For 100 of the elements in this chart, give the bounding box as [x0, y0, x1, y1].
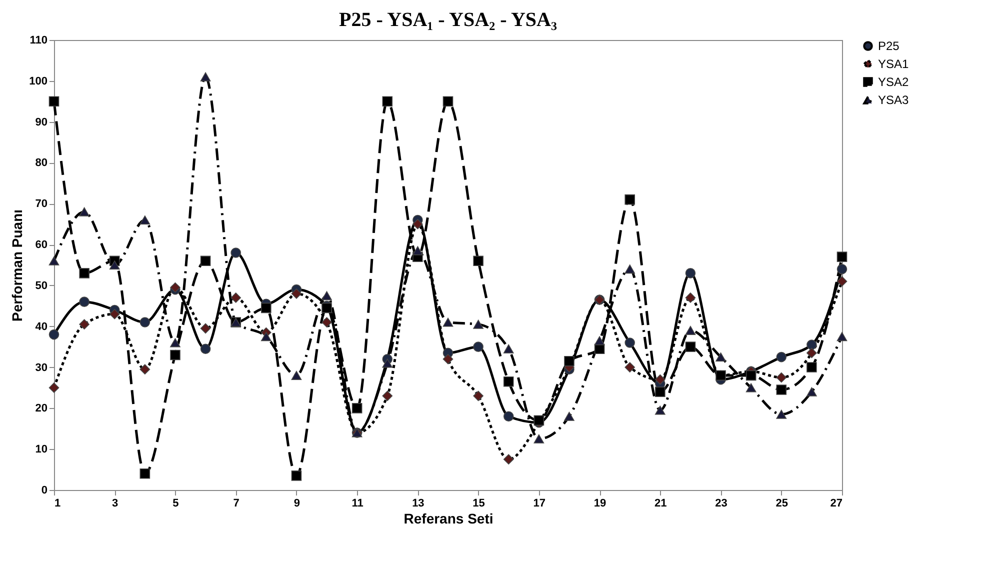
point	[352, 403, 362, 414]
chart-title: P25 - YSA₁ - YSA₂ - YSA₃	[339, 9, 557, 31]
legend-label: P25	[878, 39, 900, 53]
x-tick-label: 21	[654, 498, 667, 510]
point	[200, 344, 211, 354]
x-tick-label: 23	[715, 498, 728, 510]
point	[140, 317, 150, 328]
x-tick-label: 15	[472, 498, 485, 510]
x-tick-label: 3	[112, 498, 118, 510]
point	[806, 362, 817, 372]
y-tick-label: 50	[35, 280, 48, 292]
point	[503, 411, 514, 422]
point	[382, 358, 393, 368]
legend-label: YSA2	[878, 75, 910, 89]
point	[200, 256, 211, 266]
x-tick-label: 27	[830, 498, 842, 510]
point	[503, 344, 514, 354]
y-tick-label: 40	[35, 320, 48, 333]
point	[806, 340, 817, 350]
point	[503, 454, 514, 464]
point	[776, 384, 787, 395]
point	[140, 468, 150, 479]
point	[109, 308, 120, 320]
point	[442, 354, 454, 364]
point	[140, 364, 150, 374]
point	[806, 348, 817, 358]
point	[624, 264, 635, 274]
x-tick-label: 7	[233, 498, 240, 510]
point	[503, 376, 514, 387]
point	[109, 260, 120, 270]
point	[473, 390, 484, 402]
x-tick-label: 13	[412, 498, 424, 510]
point	[48, 329, 60, 340]
point	[594, 336, 605, 346]
point	[79, 319, 90, 330]
point	[685, 268, 696, 278]
y-tick-label: 0	[41, 484, 48, 496]
point	[261, 332, 272, 342]
point	[412, 218, 423, 230]
point	[170, 350, 180, 360]
point	[534, 434, 544, 444]
y-tick-label: 70	[35, 198, 48, 210]
point	[716, 352, 726, 362]
x-tick-label: 19	[594, 498, 606, 510]
point	[230, 292, 241, 303]
point	[200, 72, 211, 82]
x-tick-label: 17	[533, 498, 546, 510]
legend-label: YSA1	[878, 57, 910, 71]
point	[261, 302, 272, 314]
point	[776, 352, 787, 362]
y-tick-label: 100	[29, 75, 48, 88]
point	[655, 386, 666, 397]
point	[48, 256, 60, 266]
point	[746, 370, 756, 381]
point	[412, 246, 423, 256]
point	[655, 406, 666, 415]
point	[836, 264, 848, 274]
point	[836, 252, 848, 262]
y-axis-title: Performan Puanı	[9, 209, 26, 322]
point	[776, 372, 787, 383]
point	[836, 332, 848, 342]
point	[291, 370, 302, 380]
point	[473, 256, 484, 266]
point	[382, 96, 393, 107]
point	[79, 268, 90, 278]
point	[442, 96, 454, 107]
point	[746, 383, 756, 392]
x-tick-label: 5	[172, 498, 179, 510]
x-tick-label: 9	[294, 498, 300, 510]
point	[685, 342, 696, 352]
x-axis-title: Referans Seti	[404, 510, 494, 526]
point	[322, 291, 332, 300]
point	[624, 338, 635, 348]
point	[291, 470, 302, 481]
x-tick-label: 25	[776, 498, 788, 510]
y-tick-label: 110	[30, 34, 48, 46]
point	[291, 288, 302, 299]
point	[564, 412, 574, 421]
point	[140, 215, 150, 225]
point	[685, 326, 696, 335]
point	[685, 292, 696, 303]
y-tick-label: 10	[35, 444, 48, 456]
point	[442, 318, 454, 327]
point	[200, 323, 211, 334]
y-tick-label: 30	[35, 362, 48, 374]
y-tick-label: 80	[35, 157, 48, 170]
point	[655, 374, 666, 385]
point	[382, 390, 393, 402]
point	[473, 342, 484, 352]
point	[836, 276, 848, 287]
point	[624, 362, 635, 372]
y-tick-label: 90	[35, 116, 48, 128]
point	[322, 317, 332, 328]
point	[230, 248, 241, 258]
point	[806, 387, 817, 396]
point	[48, 96, 60, 107]
x-tick-label: 1	[54, 498, 61, 510]
legend-label: YSA3	[878, 93, 910, 107]
y-tick-label: 20	[35, 402, 48, 415]
point	[170, 338, 180, 348]
